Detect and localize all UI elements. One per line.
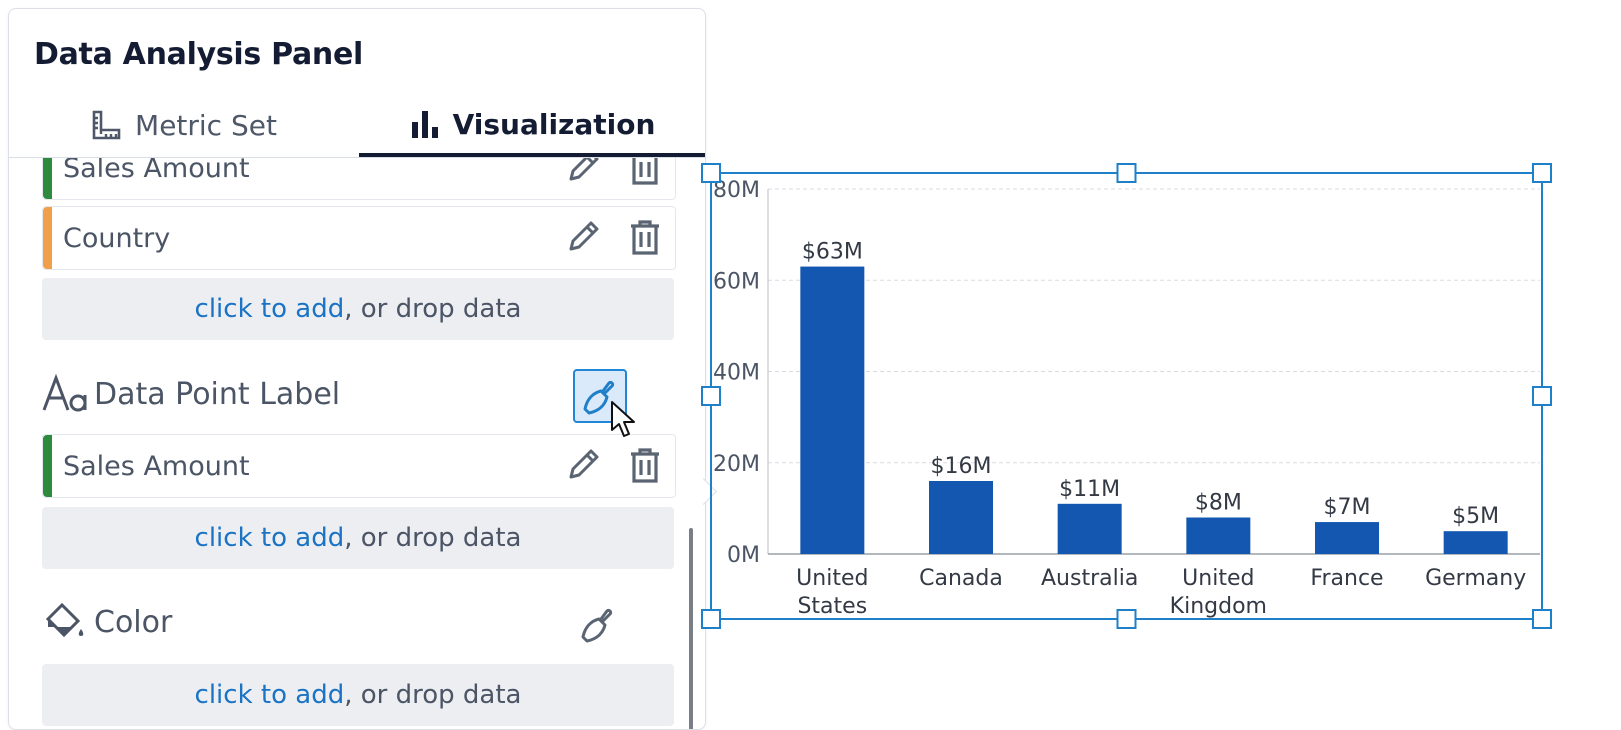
bar-chart-icon (411, 111, 438, 138)
section-title: Data Point Label (94, 376, 341, 412)
panel-title: Data Analysis Panel (34, 37, 363, 72)
data-label: $63M (802, 240, 863, 265)
bar (929, 481, 993, 554)
dropzone[interactable]: click to add, or drop data (42, 278, 674, 340)
field-label: Sales Amount (63, 450, 250, 482)
dropzone-text: , or drop data (344, 680, 522, 710)
click-to-add-link[interactable]: click to add (194, 523, 345, 553)
field-item-sales-amount[interactable]: Sales Amount (42, 158, 676, 200)
data-label: $8M (1195, 491, 1242, 516)
x-tick-label: United States (796, 566, 868, 619)
field-color-bar (43, 435, 52, 497)
section-color: Color (42, 594, 674, 650)
pencil-icon[interactable] (563, 217, 603, 257)
field-color-bar (43, 207, 52, 269)
tab-visualization[interactable]: Visualization (359, 95, 705, 157)
mouse-cursor-icon (610, 400, 640, 445)
resize-handle[interactable] (1116, 163, 1137, 183)
x-tick-label: United Kingdom (1170, 566, 1267, 619)
resize-handle[interactable] (1532, 609, 1552, 629)
tab-metric-set[interactable]: Metric Set (9, 95, 359, 155)
data-analysis-panel: Data Analysis Panel Metric Set Visualiza… (8, 8, 706, 730)
bar (800, 266, 865, 554)
data-label: $11M (1059, 477, 1120, 502)
data-label: $5M (1452, 504, 1499, 529)
section-title: Color (94, 604, 173, 640)
bar (1186, 517, 1251, 554)
panel-scrollbar[interactable] (689, 528, 693, 729)
tab-visualization-label: Visualization (452, 107, 656, 141)
field-item-country[interactable]: Country (42, 206, 676, 270)
tab-metric-set-label: Metric Set (135, 108, 277, 142)
x-tick-label: Canada (919, 566, 1003, 591)
field-color-bar (43, 158, 52, 199)
x-tick-label: Australia (1041, 566, 1138, 591)
trash-icon[interactable] (625, 445, 665, 485)
trash-icon[interactable] (625, 217, 665, 257)
color-style-button[interactable] (573, 599, 623, 649)
panel-scroll-area[interactable]: Sales Amount Country click to add, or dr… (9, 158, 705, 729)
y-tick-label: 0M (727, 543, 760, 568)
brush-icon (581, 608, 613, 643)
resize-handle[interactable] (1532, 163, 1552, 183)
bar (1315, 522, 1379, 554)
x-tick-label: France (1310, 566, 1383, 591)
dropzone[interactable]: click to add, or drop data (42, 507, 674, 569)
click-to-add-link[interactable]: click to add (194, 680, 345, 710)
field-item-sales-amount-label[interactable]: Sales Amount (42, 434, 676, 498)
resize-handle[interactable] (701, 609, 721, 629)
bar (1443, 531, 1508, 554)
y-tick-label: 60M (713, 269, 760, 294)
x-tick-label: Germany (1425, 566, 1526, 591)
field-label: Sales Amount (63, 158, 250, 184)
resize-handle[interactable] (1116, 609, 1137, 629)
resize-handle[interactable] (701, 163, 721, 183)
field-label: Country (63, 222, 171, 254)
data-label: $7M (1324, 495, 1371, 520)
resize-handle[interactable] (1532, 386, 1552, 406)
ruler-icon (92, 110, 121, 140)
dropzone[interactable]: click to add, or drop data (42, 664, 674, 726)
pencil-icon[interactable] (563, 445, 603, 485)
section-data-point-label: Data Point Label (42, 366, 674, 422)
resize-handle[interactable] (701, 386, 721, 406)
bar (1057, 503, 1122, 554)
brush-icon (583, 380, 615, 415)
dropzone-text: , or drop data (344, 523, 522, 553)
y-tick-label: 20M (713, 452, 760, 477)
pencil-icon[interactable] (563, 158, 603, 187)
text-style-icon (42, 374, 87, 412)
dropzone-text: , or drop data (344, 294, 522, 324)
tab-bar: Metric Set Visualization (9, 95, 705, 158)
data-label: $16M (931, 454, 992, 479)
chart-container[interactable]: 0M 20M 40M 60M 80M $63M United States $16M Canada… (700, 160, 1621, 712)
y-tick-label: 40M (713, 361, 760, 386)
click-to-add-link[interactable]: click to add (194, 294, 345, 324)
trash-icon[interactable] (625, 158, 665, 187)
paint-bucket-icon (45, 602, 84, 638)
